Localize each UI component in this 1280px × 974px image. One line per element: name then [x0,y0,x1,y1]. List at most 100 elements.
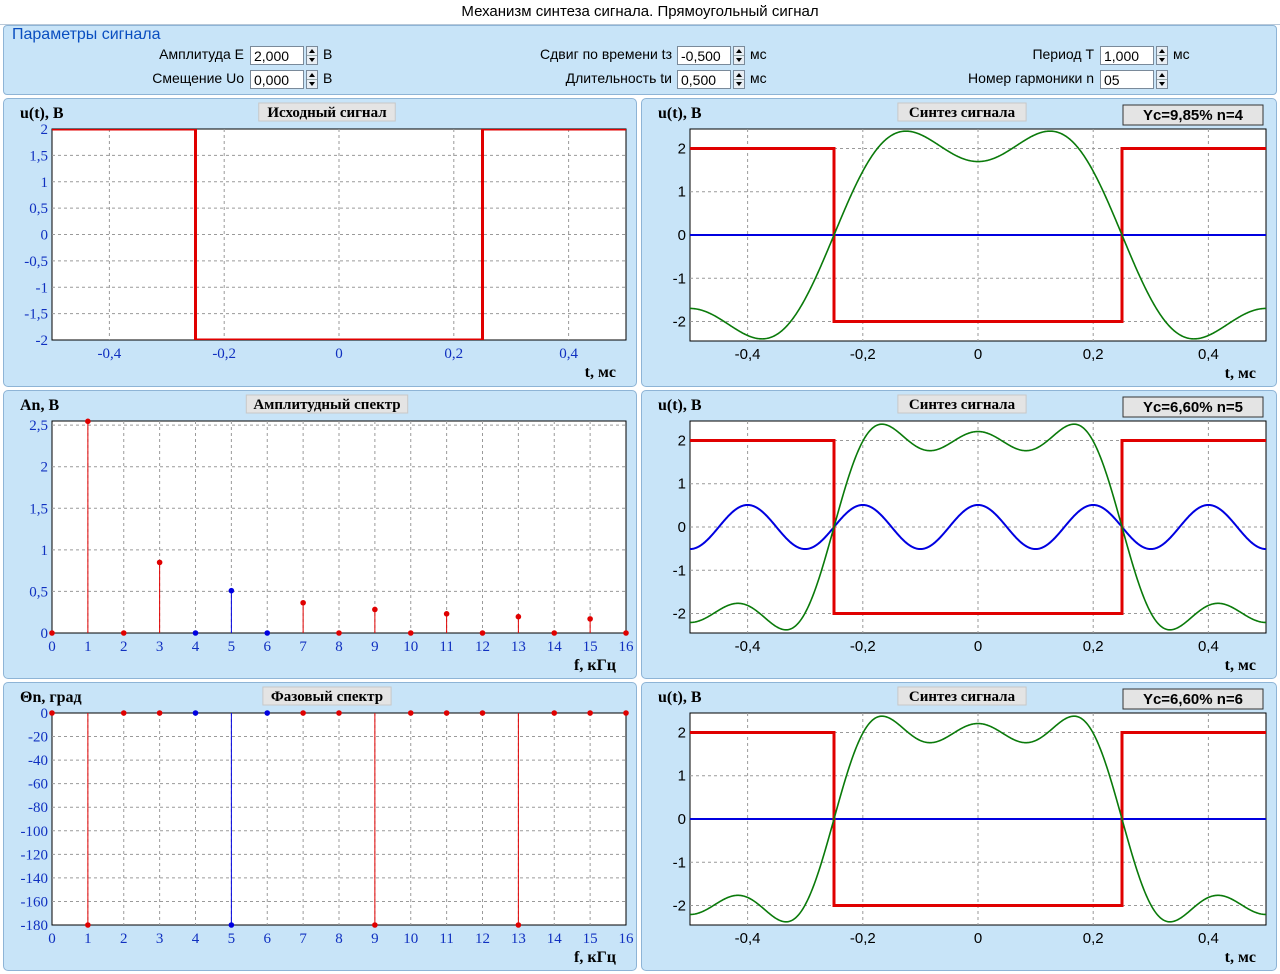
x-tick-label: 15 [583,931,598,947]
spin-down-icon[interactable] [734,56,744,64]
signal-params-panel: Параметры сигнала Амплитуда E В Смещение… [3,25,1277,95]
spin-down-icon[interactable] [1157,56,1167,64]
x-tick-label: 10 [403,931,418,947]
x-tick-label: -0,2 [850,346,876,363]
duration-unit: мс [750,70,767,86]
duration-input[interactable] [677,70,731,89]
synthesis-chart-n4: -0,4 -0,2 0 0,2 0,4 2 1 0 -1 -2 u(t), В t, мс Синтез… [658,102,1267,382]
spectrum-point [372,606,378,613]
spectrum-point [120,630,127,636]
y-tick-label: -2 [36,333,49,349]
error-badge: Yc=6,60% n=6 [1143,691,1243,708]
spectrum-point [264,630,271,636]
error-badge-box [1122,688,1264,710]
x-tick-label: 11 [439,639,453,655]
error-badge: Yc=6,60% n=5 [1143,399,1243,416]
x-tick-label: 0,4 [1198,930,1219,947]
x-tick-label: 0 [974,638,982,655]
time-shift-input[interactable] [677,46,731,65]
x-tick-label: 2 [120,931,128,947]
x-tick-label: 0 [48,931,56,947]
chart-title: Синтез сигнала [909,397,1016,413]
y-tick-label: 1 [41,175,49,191]
spin-up-icon[interactable] [307,71,317,80]
y-tick-label: -1 [673,562,686,579]
y-tick-label: 1,5 [29,501,48,517]
synthesis-panel-n6: -0,4 -0,2 0 0,2 0,4 2 1 0 -1 -2 u(t), В t, мс Синтез… [641,682,1277,971]
x-tick-label: 9 [371,639,379,655]
x-tick-label: 0,4 [1198,638,1219,655]
period-spinner[interactable] [1156,46,1168,65]
phase-spectrum-panel: 0 1 2 3 4 5 6 7 8 9 10 11 12 13 14 15 16 0 -20 -40 -60 -80 -10… [3,682,637,971]
spectrum-point [49,630,55,636]
offset-spinner[interactable] [306,70,318,89]
y-tick-label: 0 [678,519,686,536]
x-tick-label: 16 [619,931,635,947]
x-tick-label: 8 [335,931,343,947]
synthesis-chart-n5: -0,4 -0,2 0 0,2 0,4 2 1 0 -1 -2 u(t), В t, мс Синтез… [658,394,1267,674]
y-tick-label: 0 [41,228,49,244]
spin-down-icon[interactable] [307,80,317,88]
period-unit: мс [1173,46,1190,62]
harmonic-label: Номер гармоники n [968,70,1094,86]
amplitude-spinner[interactable] [306,46,318,65]
y-tick-label: -1,5 [24,307,48,323]
x-tick-label: 14 [547,931,563,947]
spin-down-icon[interactable] [734,80,744,88]
y-axis-label: u(t), В [658,689,702,706]
spin-up-icon[interactable] [734,47,744,56]
phase-spectrum-chart: 0 1 2 3 4 5 6 7 8 9 10 11 12 13 14 15 160-20-40-60-80-10… [20,686,635,966]
spin-up-icon[interactable] [307,47,317,56]
spectrum-point [551,710,558,716]
x-tick-label: 3 [156,931,164,947]
x-tick-label: 16 [619,639,635,655]
x-tick-label: 0,2 [1083,638,1104,655]
y-tick-label: 2 [678,432,686,449]
spin-down-icon[interactable] [307,56,317,64]
x-tick-label: 13 [511,931,526,947]
spectrum-point [623,630,629,636]
x-tick-label: 1 [84,639,92,655]
offset-unit: В [323,70,333,86]
plot-series-group [690,715,1266,923]
time-shift-unit: мс [750,46,767,62]
spin-down-icon[interactable] [1157,80,1167,88]
y-tick-label: 2 [678,140,686,157]
x-tick-label: 4 [192,931,200,947]
x-tick-label: 3 [156,639,164,655]
original-signal-chart: -0,4 -0,2 0 0,2 0,4 2 1,5 1 0,5 0 -0,5 -1 -1,5 -2 u(t)… [20,102,627,381]
y-tick-label: -40 [28,753,48,769]
x-tick-label: 7 [299,639,307,655]
error-badge-box [1122,104,1264,126]
period-input[interactable] [1100,46,1154,65]
chart-title: Исходный сигнал [267,105,387,121]
y-tick-label: 2 [678,724,686,741]
y-tick-label: 1,5 [29,148,48,164]
harmonic-input[interactable] [1100,70,1154,89]
x-tick-label: 12 [475,639,490,655]
synthesis-chart-n6: -0,4 -0,2 0 0,2 0,4 2 1 0 -1 -2 u(t), В t, мс Синтез… [658,686,1267,966]
harmonic-line [690,503,1266,551]
spectrum-point [49,710,55,716]
x-tick-label: 9 [371,931,379,947]
spectrum-point [587,710,593,716]
spectrum-point [336,710,342,716]
amplitude-unit: В [323,46,333,62]
spin-up-icon[interactable] [734,71,744,80]
x-axis-label: t, мс [1225,657,1256,674]
amplitude-input[interactable] [250,46,304,65]
x-tick-label: 0,4 [559,346,578,362]
x-tick-label: 0,4 [1198,346,1219,363]
duration-spinner[interactable] [733,70,745,89]
time-shift-spinner[interactable] [733,46,745,65]
y-tick-label: -2 [673,898,686,915]
spectrum-point [443,710,450,716]
offset-input[interactable] [250,70,304,89]
spin-up-icon[interactable] [1157,47,1167,56]
spin-up-icon[interactable] [1157,71,1167,80]
harmonic-spinner[interactable] [1156,70,1168,89]
y-tick-label: -80 [28,800,48,816]
params-title: Параметры сигнала [12,26,161,43]
y-tick-label: -120 [21,847,49,863]
synthesized-signal-line [690,715,1266,923]
